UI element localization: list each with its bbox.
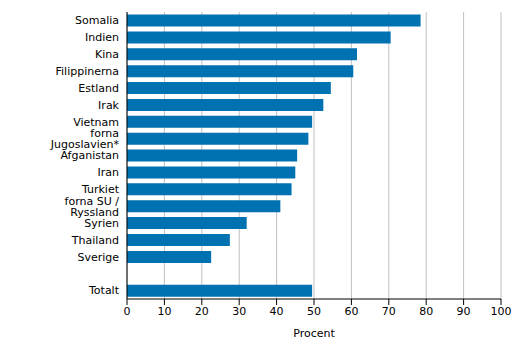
- svg-text:Somalia: Somalia: [75, 14, 119, 27]
- svg-text:Filippinerna: Filippinerna: [56, 65, 120, 78]
- svg-text:Iran: Iran: [98, 166, 120, 179]
- svg-text:Afganistan: Afganistan: [60, 149, 119, 162]
- svg-text:fornaJugoslavien*: fornaJugoslavien*: [50, 127, 120, 151]
- svg-text:Turkiet: Turkiet: [81, 183, 119, 197]
- svg-text:Estland: Estland: [78, 82, 119, 95]
- svg-text:Kina: Kina: [95, 48, 119, 61]
- svg-text:forna SU /Ryssland: forna SU /Ryssland: [65, 195, 120, 219]
- svg-text:100: 100: [491, 305, 512, 318]
- svg-text:Irak: Irak: [98, 99, 120, 112]
- svg-text:70: 70: [382, 305, 396, 318]
- svg-text:Thailand: Thailand: [71, 234, 119, 247]
- svg-text:Vietnam: Vietnam: [73, 115, 119, 129]
- svg-text:0: 0: [124, 305, 131, 318]
- svg-text:Procent: Procent: [293, 327, 335, 340]
- svg-text:80: 80: [419, 305, 433, 318]
- svg-text:Totalt: Totalt: [88, 284, 120, 297]
- svg-text:60: 60: [344, 305, 358, 318]
- svg-text:Indien: Indien: [85, 31, 119, 44]
- svg-text:40: 40: [270, 305, 284, 318]
- svg-text:10: 10: [157, 305, 171, 318]
- svg-text:90: 90: [457, 305, 471, 318]
- svg-text:Syrien: Syrien: [84, 217, 119, 230]
- svg-text:20: 20: [195, 305, 209, 318]
- svg-text:Sverige: Sverige: [77, 251, 119, 264]
- svg-text:30: 30: [232, 305, 246, 318]
- svg-text:50: 50: [307, 305, 321, 318]
